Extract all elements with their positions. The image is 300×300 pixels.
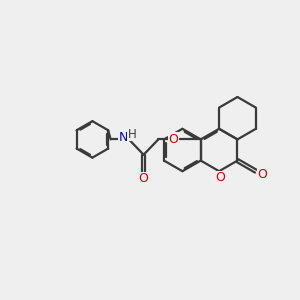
- Text: O: O: [169, 133, 178, 146]
- Text: O: O: [215, 171, 225, 184]
- Text: N: N: [119, 131, 128, 144]
- Text: O: O: [139, 172, 148, 185]
- Text: O: O: [257, 168, 267, 182]
- Text: H: H: [128, 128, 136, 141]
